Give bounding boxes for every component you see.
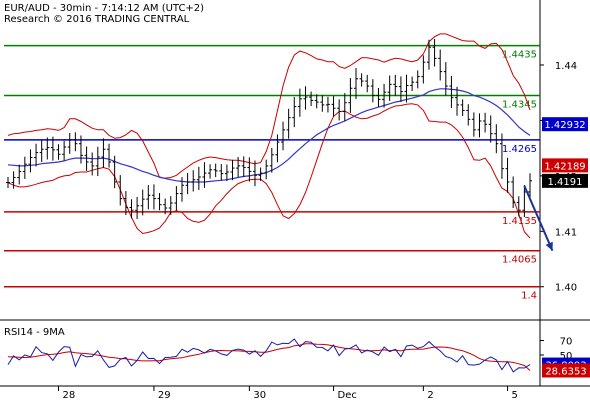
rsi-panel-label: RSI14 - 9MA [4,327,65,338]
price-badge-bg [542,117,588,132]
bollinger-lower [7,103,531,239]
level-label: 1.4265 [502,144,537,155]
x-tick-label: 28 [63,390,76,400]
price-bars [6,39,532,220]
rsi-tick-label: 50 [560,351,573,362]
price-badge-bg [542,158,588,173]
rsi-badge-label: 28.6353 [545,366,586,377]
level-label: 1.4065 [502,255,537,266]
price-badge-bg [542,173,588,188]
x-tick-label: 5 [512,390,518,400]
y-tick-label: 1.40 [555,283,577,294]
y-tick-label: 1.41 [555,227,577,238]
price-badge-label: 1.42932 [544,120,585,131]
x-tick-label: 30 [253,390,266,400]
moving-average [7,88,531,183]
rsi-ma-line [7,343,531,371]
chart-title: EUR/AUD - 30min - 7:14:12 AM (UTC+2) [4,3,204,14]
level-label: 1.4 [521,291,537,302]
y-tick-label: 1.44 [555,61,577,72]
rsi-tick-label: 70 [560,337,573,348]
forecast-arrow-head [545,241,553,251]
forecast-arrow-shaft [523,185,554,252]
rsi-line [7,338,531,373]
x-tick-label: Dec [338,390,357,400]
chart-subtitle: Research © 2016 TRADING CENTRAL [4,14,190,25]
level-label: 1.4345 [502,99,537,110]
price-badge-label: 1.42189 [544,161,585,172]
price-badge-label: 1.4191 [548,177,583,188]
bollinger-upper [7,33,531,179]
x-tick-label: 29 [158,390,171,400]
level-label: 1.4135 [502,216,537,227]
x-tick-label: 2 [427,390,433,400]
level-label: 1.4435 [502,50,537,61]
rsi-badge-bg [542,363,590,378]
